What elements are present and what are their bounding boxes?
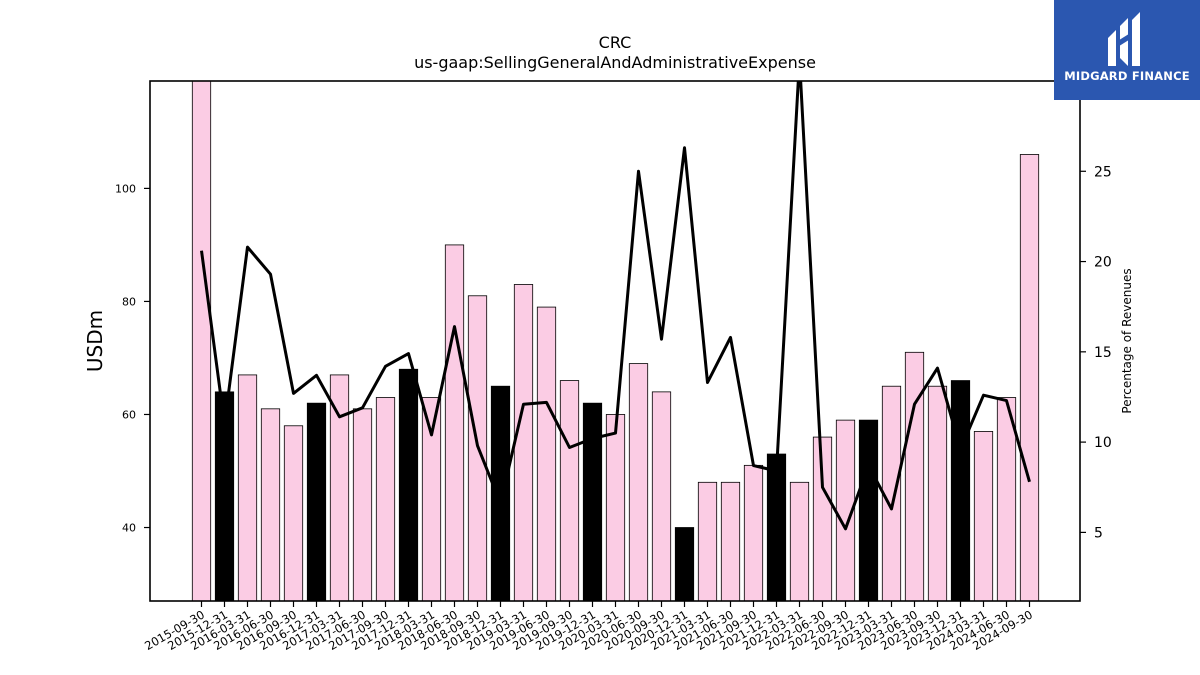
percentage-line	[200, 81, 1031, 531]
brand-logo: MIDGARD FINANCE	[1054, 0, 1200, 100]
bar-2020-09-30	[651, 391, 672, 601]
y-tick-label: 60	[122, 408, 136, 421]
bar-2016-09-30	[283, 425, 304, 601]
bar-2024-03-31	[973, 431, 994, 601]
y-tick-label: 40	[122, 522, 136, 535]
bar-2021-03-31	[697, 481, 718, 601]
bar-2017-03-31	[329, 374, 350, 601]
bar-2022-03-31	[789, 481, 810, 601]
bar-2016-12-31	[306, 402, 327, 601]
y-axis-label: USDm	[83, 310, 107, 372]
bar-2020-03-31	[605, 414, 626, 601]
bar-2019-06-30	[536, 306, 557, 601]
bar-2018-12-31	[490, 385, 511, 601]
y2-axis-label: Percentage of Revenues	[1120, 268, 1134, 413]
y2-tick-label: 5	[1094, 525, 1103, 541]
axes: 4060801005101520252015-09-302015-12-3120…	[115, 80, 1112, 653]
brand-logo-mark-icon	[1108, 12, 1140, 66]
brand-name: MIDGARD FINANCE	[1064, 69, 1190, 83]
line-layer	[200, 81, 1031, 531]
bar-2017-12-31	[398, 368, 419, 601]
bar-2019-03-31	[513, 284, 534, 601]
bar-2020-06-30	[628, 363, 649, 601]
bar-2017-06-30	[352, 408, 373, 601]
bar-2018-06-30	[444, 244, 465, 601]
bar-2015-09-30	[191, 81, 212, 601]
bar-2015-12-31	[214, 391, 235, 601]
bar-2024-09-30	[1019, 154, 1040, 601]
bar-2022-12-31	[858, 419, 879, 601]
bar-2019-12-31	[582, 402, 603, 601]
bar-2021-12-31	[766, 453, 787, 601]
bar-2021-09-30	[743, 464, 764, 601]
y-tick-label: 100	[115, 182, 136, 195]
y2-tick-label: 25	[1094, 164, 1112, 180]
y2-tick-label: 15	[1094, 345, 1112, 361]
chart-subtitle: us-gaap:SellingGeneralAndAdministrativeE…	[414, 53, 816, 72]
y2-tick-label: 10	[1094, 435, 1112, 451]
bar-2023-06-30	[904, 351, 925, 601]
bar-2023-09-30	[927, 385, 948, 601]
y2-tick-label: 20	[1094, 255, 1112, 271]
bar-2016-03-31	[237, 374, 258, 601]
chart-title: CRC	[599, 33, 632, 52]
bar-2017-09-30	[375, 397, 396, 601]
bar-2023-12-31	[950, 380, 971, 601]
bar-layer	[191, 81, 1040, 601]
bar-2016-06-30	[260, 408, 281, 601]
bar-2021-06-30	[720, 481, 741, 601]
bar-2019-09-30	[559, 380, 580, 601]
y-tick-label: 80	[122, 295, 136, 308]
bar-2020-12-31	[674, 527, 695, 601]
